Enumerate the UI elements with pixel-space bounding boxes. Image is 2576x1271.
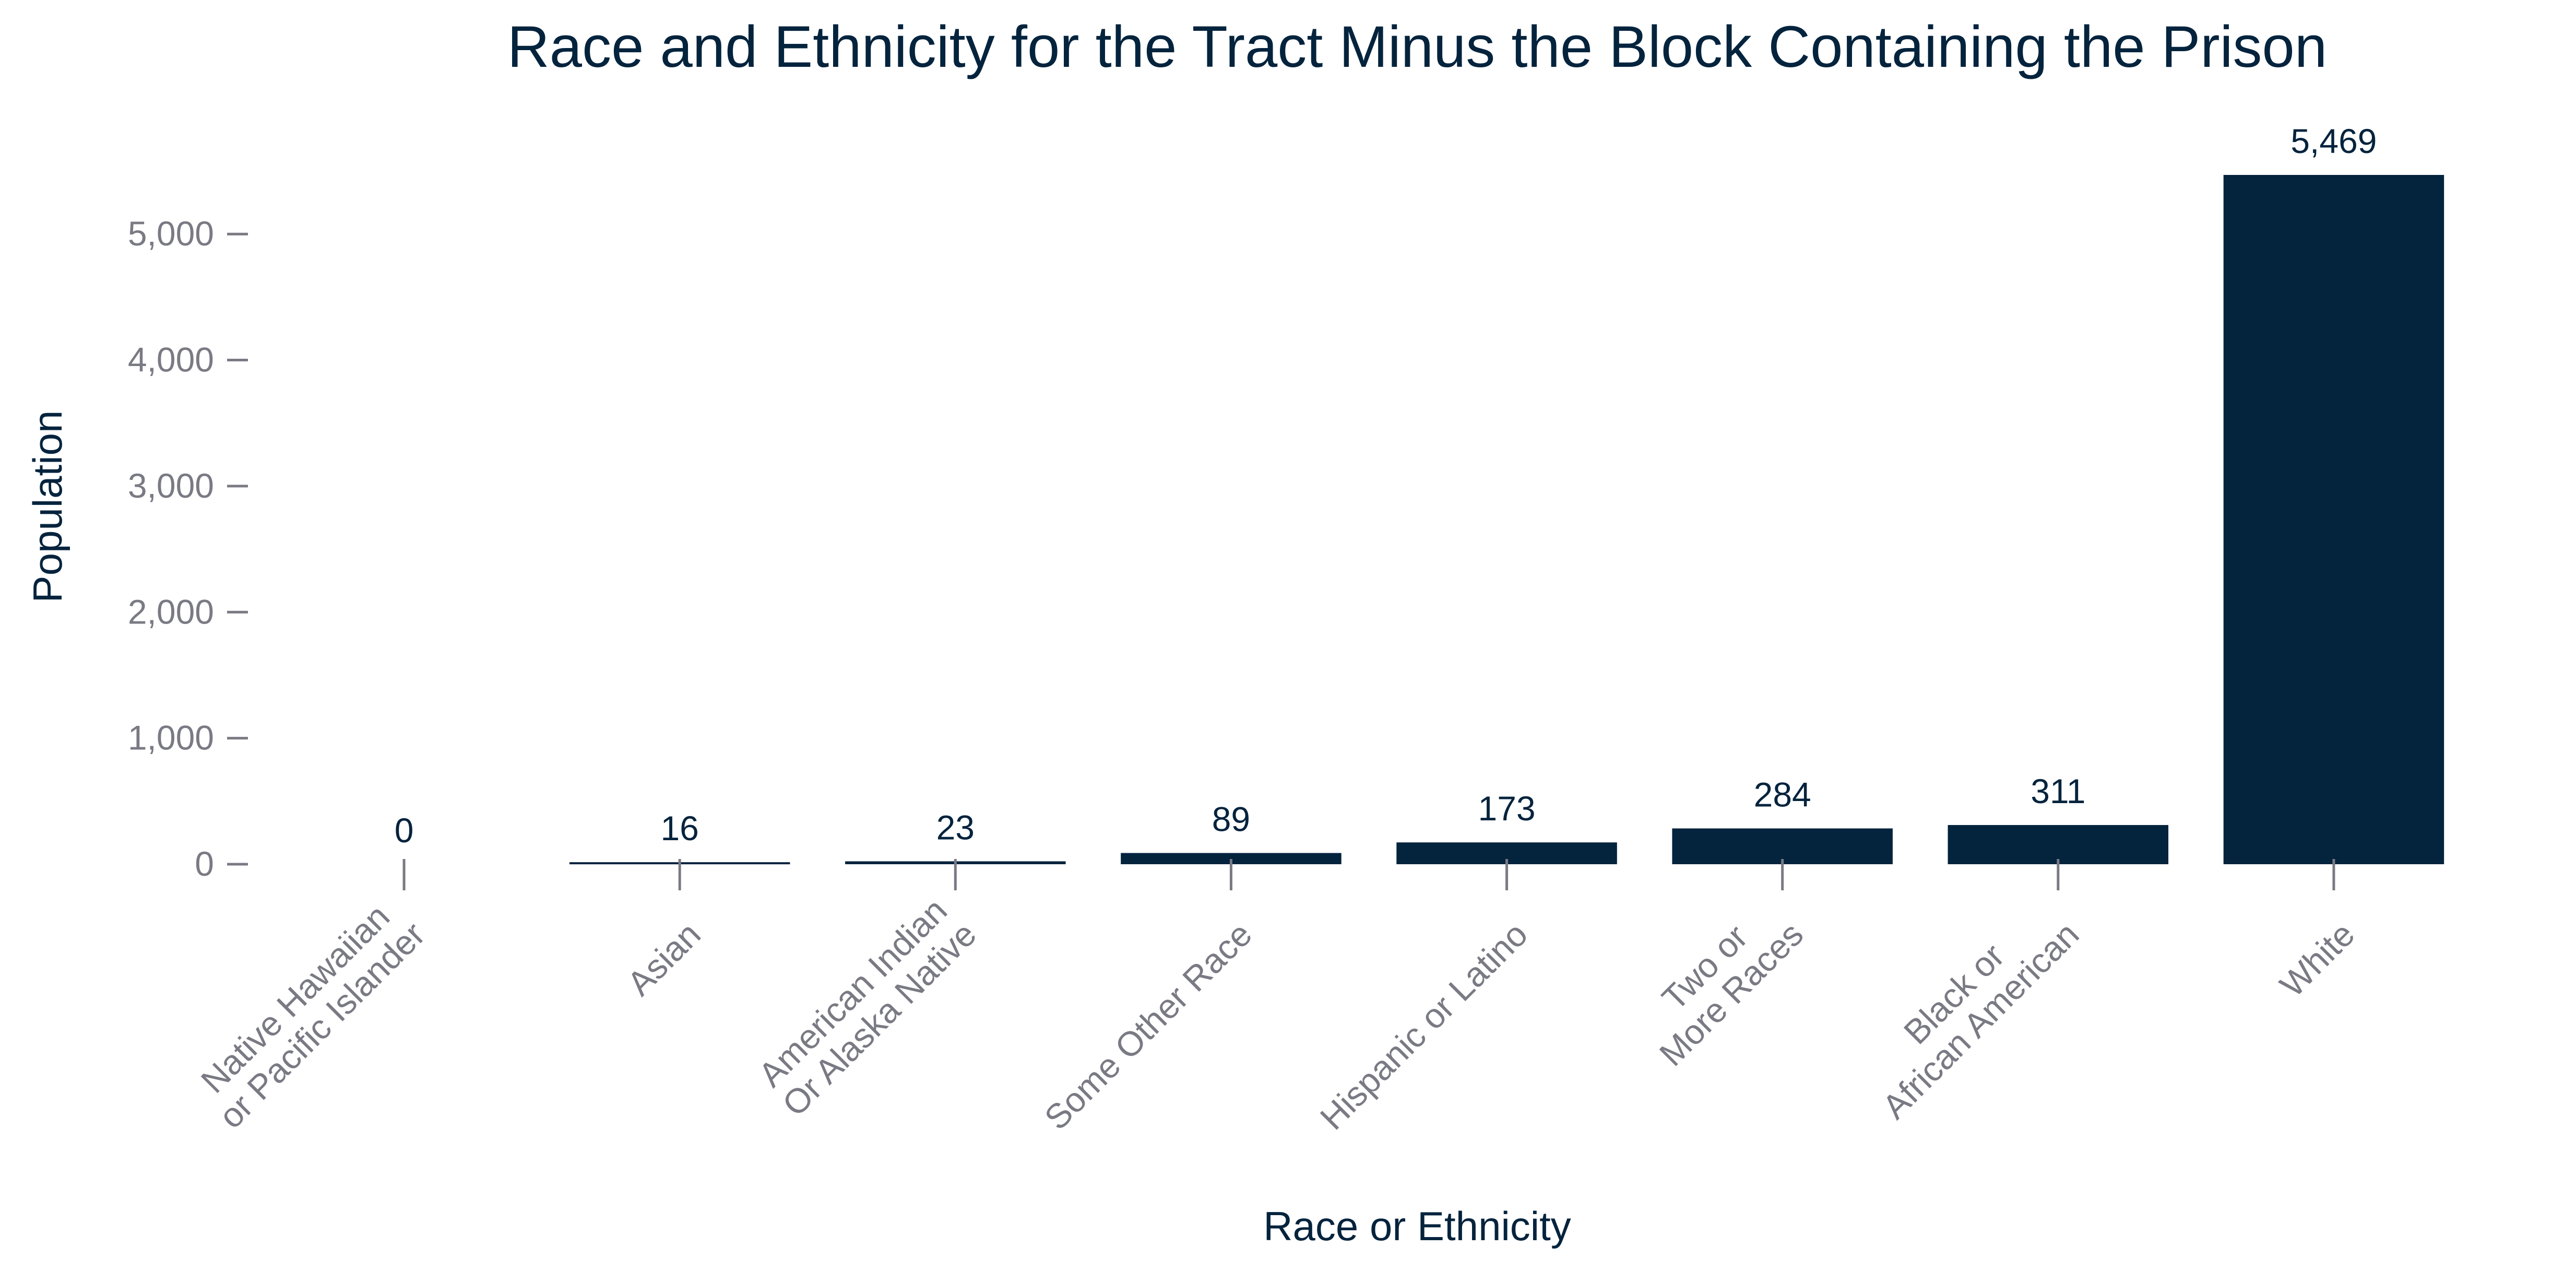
bars	[569, 175, 2444, 865]
bar-value-label: 173	[1478, 789, 1536, 828]
bar	[2223, 175, 2444, 864]
x-tick-label-inner: White	[2272, 915, 2362, 1005]
x-tick-label: Native Hawaiianor Pacific Islander	[185, 888, 432, 1136]
x-tick-label: Some Other Race	[1037, 915, 1259, 1137]
x-axis-title: Race or Ethnicity	[1263, 1203, 1571, 1249]
x-tick-label-group: American IndianOr Alaska Native	[748, 888, 984, 1124]
x-tick-label-group: Asian	[620, 915, 708, 1003]
bar-value-label: 89	[1212, 800, 1250, 839]
y-tick-label: 3,000	[128, 466, 214, 505]
x-tick-label-inner: Hispanic or Latino	[1313, 915, 1535, 1137]
bar-value-label: 5,469	[2290, 122, 2377, 160]
bar-value-label: 23	[936, 808, 975, 846]
x-tick-label-inner: American IndianOr Alaska Native	[748, 888, 984, 1124]
bar-value-label: 16	[660, 809, 698, 848]
x-tick-label-group: Black orAfrican American	[1848, 888, 2086, 1126]
chart-title: Race and Ethnicity for the Tract Minus t…	[507, 14, 2327, 79]
x-tick-label-group: Some Other Race	[1037, 915, 1259, 1137]
x-tick-label-group: Two orMore Races	[1625, 888, 1811, 1074]
x-tick-label: American IndianOr Alaska Native	[748, 888, 983, 1124]
x-tick-label-group: Hispanic or Latino	[1313, 915, 1535, 1137]
x-tick-label-inner: Black orAfrican American	[1848, 888, 2086, 1126]
x-tick-label-line: Asian	[620, 915, 708, 1003]
y-axis: 0 1,000 2,000 3,000 4,000 5,000	[128, 214, 248, 883]
x-tick-label-line: Hispanic or Latino	[1313, 915, 1535, 1137]
x-tick-label-inner: Asian	[620, 915, 708, 1003]
bar	[1672, 828, 1893, 864]
x-tick-label-inner: Native Hawaiianor Pacific Islander	[185, 888, 432, 1136]
bar-value-label: 311	[2031, 772, 2085, 810]
x-tick-label-line: Some Other Race	[1037, 915, 1259, 1137]
x-axis: Native Hawaiianor Pacific Islander Asian A…	[185, 859, 2362, 1137]
y-tick-label: 4,000	[128, 340, 214, 379]
x-tick-label: Black orAfrican American	[1848, 888, 2086, 1126]
x-tick-label-inner: Two orMore Races	[1625, 888, 1811, 1074]
bar	[1121, 853, 1342, 864]
y-axis-title: Population	[25, 410, 70, 603]
bar-value-label: 284	[1754, 775, 1811, 814]
bar-value-label: 0	[395, 811, 414, 850]
y-tick-label: 1,000	[128, 719, 214, 757]
x-tick-label: Asian	[620, 915, 708, 1003]
data-labels: 0 16 23 89 173 284 311 5,469	[395, 122, 2377, 850]
y-tick-label: 5,000	[128, 214, 214, 253]
y-tick-label: 2,000	[128, 592, 214, 631]
x-tick-label-group: White	[2272, 915, 2362, 1005]
bar	[1948, 825, 2169, 864]
x-tick-label-group: Native Hawaiianor Pacific Islander	[185, 888, 432, 1136]
x-tick-label-inner: Some Other Race	[1037, 915, 1259, 1137]
x-tick-label: White	[2272, 915, 2362, 1005]
x-tick-label: Hispanic or Latino	[1313, 915, 1535, 1137]
x-tick-label-line: White	[2272, 915, 2362, 1005]
y-tick-label: 0	[195, 844, 214, 883]
x-tick-label: Two orMore Races	[1625, 888, 1811, 1074]
